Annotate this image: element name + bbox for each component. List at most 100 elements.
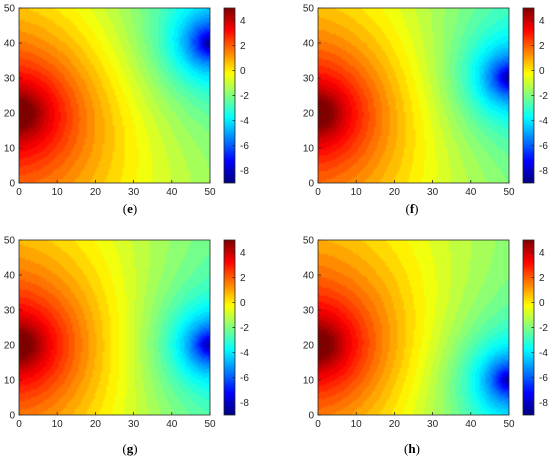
x-tick-label: 0 [315, 187, 321, 198]
panel-letter: e [127, 201, 133, 216]
x-tick-label: 50 [204, 187, 216, 198]
plot-frame [18, 7, 211, 184]
y-tick-label: 20 [303, 341, 315, 352]
y-tick-label: 10 [303, 376, 315, 387]
colorbar: 4 2 0 -2 -4 -6 -8 [522, 7, 548, 184]
colorbar-gradient [523, 240, 534, 415]
x-tick-label: 30 [427, 187, 439, 198]
colorbar-tick-label: -8 [539, 398, 548, 409]
x-tick-label: 50 [204, 419, 216, 430]
colorbar-tick-label: -8 [240, 166, 249, 177]
contour-field [318, 8, 509, 183]
panel-label: (f) [405, 201, 418, 216]
contour-field [19, 240, 210, 415]
y-tick-label: 40 [4, 39, 16, 50]
colorbar-tick-label: 0 [240, 298, 246, 309]
panel-label: (h) [404, 441, 420, 456]
x-tick-label: 40 [166, 187, 178, 198]
colorbar-tick-label: -8 [539, 166, 548, 177]
x-tick-label: 20 [389, 419, 401, 430]
x-tick-label: 10 [351, 187, 363, 198]
colorbar-tick-label: 0 [240, 66, 246, 77]
y-tick-label: 0 [308, 179, 314, 190]
colorbar: 4 2 0 -2 -4 -6 -8 [223, 7, 249, 184]
y-tick-label: 30 [4, 74, 16, 85]
contour-field [19, 8, 210, 183]
colorbar-gradient [224, 240, 235, 415]
colorbar-tick-label: -6 [539, 373, 548, 384]
x-tick-label: 50 [503, 187, 515, 198]
colorbar-tick-label: -2 [539, 323, 548, 334]
y-tick-label: 10 [303, 144, 315, 155]
y-tick-label: 20 [4, 341, 16, 352]
colorbar-tick-label: -2 [240, 323, 249, 334]
panel-letter: f [410, 201, 415, 216]
y-tick-label: 20 [303, 109, 315, 120]
panel-letter: g [127, 441, 134, 456]
contour-field [318, 240, 509, 415]
colorbar-tick-label: 0 [539, 66, 545, 77]
y-tick-label: 20 [4, 109, 16, 120]
x-tick-label: 10 [52, 187, 64, 198]
colorbar-gradient [224, 8, 235, 183]
colorbar-tick-label: 2 [240, 41, 246, 52]
y-tick-label: 30 [4, 306, 16, 317]
colorbar-tick-label: -4 [539, 348, 548, 359]
colorbar-tick-label: -6 [240, 373, 249, 384]
y-tick-label: 0 [308, 411, 314, 422]
panel-label: (g) [122, 441, 137, 456]
x-tick-label: 30 [128, 187, 140, 198]
x-tick-label: 0 [16, 419, 22, 430]
colorbar-tick-label: 0 [539, 298, 545, 309]
colorbar: 4 2 0 -2 -4 -6 -8 [522, 239, 548, 416]
y-tick-label: 50 [4, 4, 16, 15]
y-tick-label: 50 [303, 4, 315, 15]
colorbar-tick-label: -8 [240, 398, 249, 409]
y-tick-label: 30 [303, 74, 315, 85]
colorbar-tick-label: -6 [539, 141, 548, 152]
x-tick-label: 30 [128, 419, 140, 430]
y-tick-label: 0 [9, 179, 15, 190]
colorbar-tick-label: 4 [539, 16, 545, 27]
colorbar-tick-label: 2 [539, 41, 545, 52]
colorbar-tick-label: 2 [539, 273, 545, 284]
y-tick-label: 40 [303, 39, 315, 50]
x-tick-label: 0 [315, 419, 321, 430]
colorbar: 4 2 0 -2 -4 -6 -8 [223, 239, 249, 416]
colorbar-tick-label: 4 [240, 16, 246, 27]
y-tick-label: 40 [4, 271, 16, 282]
colorbar-gradient [523, 8, 534, 183]
x-tick-label: 40 [166, 419, 178, 430]
colorbar-tick-label: 2 [240, 273, 246, 284]
colorbar-tick-label: -2 [539, 91, 548, 102]
colorbar-tick-label: -2 [240, 91, 249, 102]
x-tick-label: 10 [351, 419, 363, 430]
panel-letter: h [408, 441, 416, 456]
colorbar-tick-label: -4 [240, 348, 249, 359]
plot-frame [317, 239, 510, 416]
colorbar-tick-label: -6 [240, 141, 249, 152]
y-tick-label: 10 [4, 144, 16, 155]
x-tick-label: 40 [465, 187, 477, 198]
x-tick-label: 40 [465, 419, 477, 430]
x-tick-label: 20 [90, 187, 102, 198]
colorbar-tick-label: -4 [539, 116, 548, 127]
y-tick-label: 50 [303, 236, 315, 247]
y-tick-label: 30 [303, 306, 315, 317]
plot-frame [18, 239, 211, 416]
x-tick-label: 0 [16, 187, 22, 198]
x-tick-label: 50 [503, 419, 515, 430]
y-tick-label: 10 [4, 376, 16, 387]
plot-frame [317, 7, 510, 184]
x-tick-label: 30 [427, 419, 439, 430]
y-tick-label: 40 [303, 271, 315, 282]
colorbar-tick-label: 4 [240, 248, 246, 259]
colorbar-tick-label: 4 [539, 248, 545, 259]
colorbar-tick-label: -4 [240, 116, 249, 127]
x-tick-label: 20 [389, 187, 401, 198]
y-tick-label: 50 [4, 236, 16, 247]
